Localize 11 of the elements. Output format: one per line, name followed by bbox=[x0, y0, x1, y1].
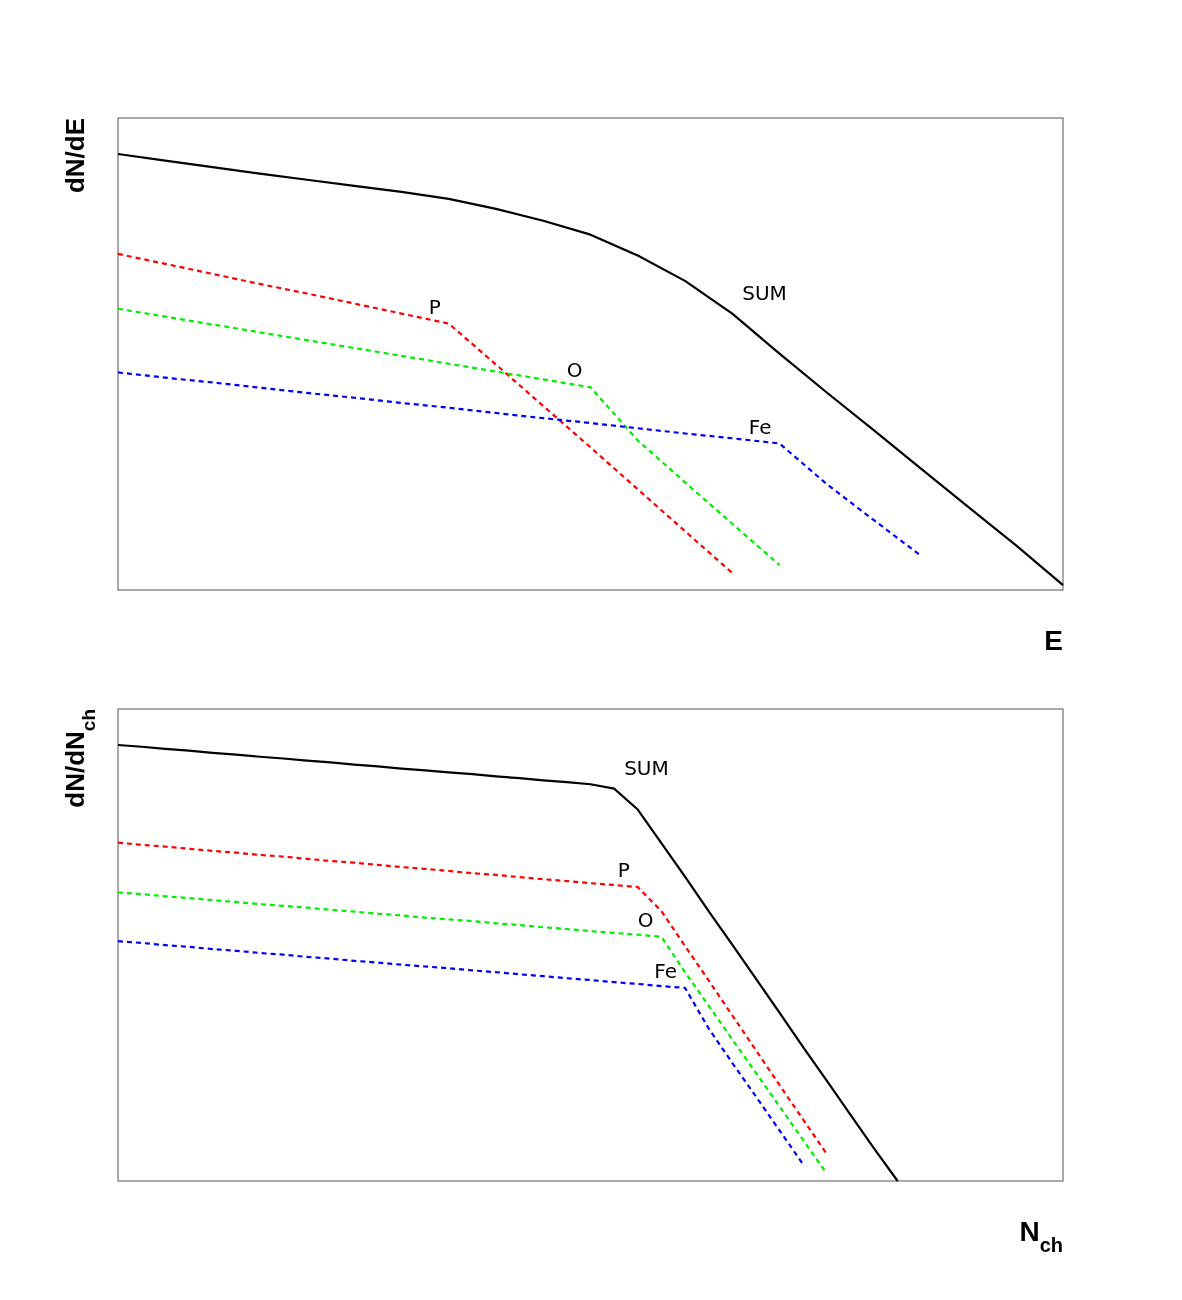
series-label: P bbox=[617, 858, 630, 883]
x-axis-title: N$_{ch}$ bbox=[1019, 1216, 1063, 1256]
y-axis-title: dN/dE bbox=[60, 118, 90, 194]
series-label: P bbox=[428, 294, 441, 319]
series-label: O bbox=[637, 907, 654, 932]
x-axis-title: E bbox=[1044, 625, 1063, 656]
series-label: Fe bbox=[654, 958, 677, 983]
series-label: Fe bbox=[748, 414, 772, 439]
series-label: O bbox=[566, 358, 583, 383]
series-label: SUM bbox=[742, 280, 787, 305]
series-label: SUM bbox=[624, 755, 669, 780]
